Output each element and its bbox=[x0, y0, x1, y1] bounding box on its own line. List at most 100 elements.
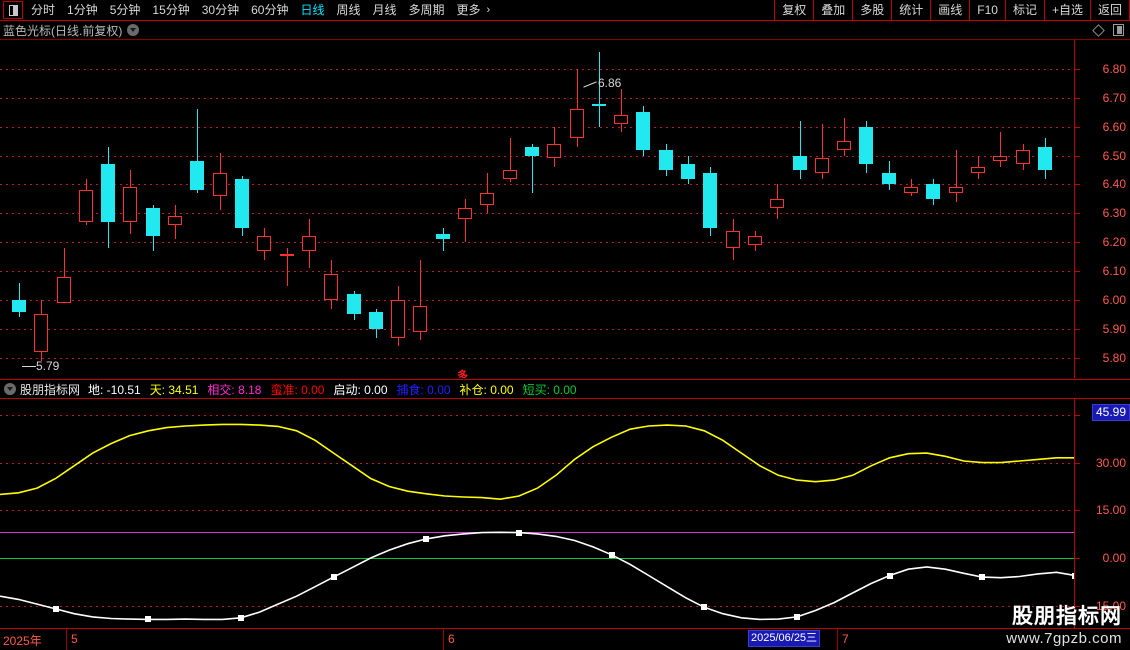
price-axis-label: 6.40 bbox=[1102, 177, 1126, 191]
toolbar-button-2[interactable]: 多股 bbox=[852, 0, 891, 20]
candle-body bbox=[235, 178, 249, 228]
candle-wick bbox=[443, 227, 444, 251]
signal-marker-duo: 多 bbox=[457, 370, 468, 378]
candle-body bbox=[123, 187, 137, 222]
toolbar-button-7[interactable]: +自选 bbox=[1043, 0, 1090, 20]
period-tab-6[interactable]: 日线 bbox=[300, 3, 325, 17]
window-icon[interactable] bbox=[3, 1, 23, 19]
diamond-icon[interactable] bbox=[1092, 23, 1105, 37]
period-tab-2[interactable]: 5分钟 bbox=[109, 3, 141, 17]
candle-body bbox=[190, 161, 204, 191]
indicator-series-line bbox=[0, 531, 1074, 621]
candle-body bbox=[659, 149, 673, 170]
price-axis-label: 6.00 bbox=[1102, 293, 1126, 307]
toolbar-chevron-right-icon[interactable]: › bbox=[486, 4, 491, 16]
toolbar-button-0[interactable]: 复权 bbox=[774, 0, 813, 20]
candle-body bbox=[1038, 146, 1052, 170]
candle-wick bbox=[599, 51, 600, 127]
time-axis[interactable]: 2025年 5 6 7 2025/06/25三 bbox=[0, 628, 1130, 650]
price-gridline bbox=[0, 184, 1074, 185]
candle-wick bbox=[956, 149, 957, 202]
candle-body bbox=[614, 115, 628, 124]
candle-body bbox=[458, 207, 472, 220]
indicator-field-0: 地: -10.51 bbox=[88, 382, 141, 397]
high-label-leader bbox=[583, 81, 597, 88]
toolbar-button-8[interactable]: 返回 bbox=[1089, 0, 1130, 20]
indicator-series-line bbox=[0, 423, 1074, 501]
price-axis-tick bbox=[1075, 271, 1080, 272]
period-tab-4[interactable]: 30分钟 bbox=[201, 3, 240, 17]
indicator-value-badge: 45.99 bbox=[1091, 404, 1130, 421]
period-tabs: 分时 1分钟 5分钟 15分钟 30分钟 60分钟 日线 周线 月线 多周期 更多 bbox=[25, 0, 487, 20]
candle-body bbox=[168, 216, 182, 225]
indicator-field-7: 短买: 0.00 bbox=[522, 382, 577, 397]
indicator-chart[interactable] bbox=[0, 399, 1075, 628]
candle-body bbox=[302, 236, 316, 251]
indicator-point-marker bbox=[1072, 573, 1074, 579]
toolbar-button-3[interactable]: 统计 bbox=[891, 0, 930, 20]
price-candlestick-chart[interactable]: 6.86 5.79 多 bbox=[0, 40, 1075, 378]
period-tab-3[interactable]: 15分钟 bbox=[152, 3, 190, 17]
price-axis-label: 6.60 bbox=[1102, 120, 1126, 134]
indicator-point-marker bbox=[331, 574, 337, 580]
candle-body bbox=[882, 172, 896, 185]
indicator-field-1: 天: 34.51 bbox=[149, 382, 199, 397]
chevron-down-icon[interactable] bbox=[4, 383, 16, 395]
indicator-axis-label: 30.00 bbox=[1095, 456, 1126, 470]
price-gridline bbox=[0, 69, 1074, 70]
time-axis-separator bbox=[66, 629, 67, 650]
candle-body bbox=[324, 274, 338, 300]
indicator-point-marker bbox=[887, 573, 893, 579]
candle-wick bbox=[978, 155, 979, 179]
candle-wick bbox=[287, 248, 288, 286]
indicator-axis-label: 0.00 bbox=[1102, 551, 1126, 565]
time-axis-cursor-label: 2025/06/25三 bbox=[748, 630, 821, 647]
price-gridline bbox=[0, 156, 1074, 157]
indicator-axis-label: 15.00 bbox=[1095, 503, 1126, 517]
candle-body bbox=[79, 190, 93, 222]
toolbar-button-5[interactable]: F10 bbox=[969, 0, 1005, 20]
candle-wick bbox=[577, 68, 578, 147]
toolbar-action-group: 复权 叠加 多股 统计 画线 F10 标记 +自选 返回 bbox=[774, 0, 1130, 20]
candle-body bbox=[101, 164, 115, 222]
candle-body bbox=[926, 184, 940, 199]
candle-wick bbox=[621, 89, 622, 133]
price-gridline bbox=[0, 329, 1074, 330]
indicator-values: 地: -10.51 天: 34.51 相交: 8.18 蛮准: 0.00 启动: 0.0… bbox=[88, 381, 586, 398]
period-tab-0[interactable]: 分时 bbox=[31, 3, 56, 17]
time-axis-label-0: 2025年 bbox=[3, 634, 42, 648]
candle-body bbox=[525, 146, 539, 156]
candle-body bbox=[748, 236, 762, 246]
period-tab-8[interactable]: 月线 bbox=[372, 3, 397, 17]
price-axis-label: 5.90 bbox=[1102, 322, 1126, 336]
price-axis-tick bbox=[1075, 242, 1080, 243]
price-axis-tick bbox=[1075, 69, 1080, 70]
price-axis-tick bbox=[1075, 329, 1080, 330]
toolbar-button-6[interactable]: 标记 bbox=[1004, 0, 1044, 20]
page-title: 蓝色光标(日线.前复权) bbox=[3, 23, 123, 38]
indicator-lines bbox=[0, 423, 1074, 621]
period-tab-5[interactable]: 60分钟 bbox=[251, 3, 289, 17]
price-axis-tick bbox=[1075, 213, 1080, 214]
toolbar-button-4[interactable]: 画线 bbox=[930, 0, 969, 20]
time-axis-label-2: 6 bbox=[448, 632, 455, 646]
period-tab-7[interactable]: 周线 bbox=[336, 3, 361, 17]
chevron-down-icon[interactable] bbox=[127, 24, 140, 36]
price-axis-label: 6.30 bbox=[1102, 206, 1126, 220]
period-tab-10[interactable]: 更多 bbox=[456, 3, 481, 17]
candle-body bbox=[12, 300, 26, 312]
toolbar-button-1[interactable]: 叠加 bbox=[813, 0, 852, 20]
window-icon[interactable] bbox=[1113, 24, 1124, 36]
indicator-point-marker bbox=[145, 616, 151, 622]
period-tab-9[interactable]: 多周期 bbox=[408, 3, 445, 17]
price-axis-tick bbox=[1075, 98, 1080, 99]
candle-body bbox=[213, 172, 227, 196]
price-axis-label: 6.50 bbox=[1102, 149, 1126, 163]
period-tab-1[interactable]: 1分钟 bbox=[67, 3, 98, 17]
low-label-leader bbox=[22, 366, 36, 367]
indicator-axis-tick bbox=[1075, 415, 1080, 416]
candle-wick bbox=[487, 172, 488, 214]
time-axis-label-1: 5 bbox=[71, 632, 78, 646]
indicator-axis-tick bbox=[1075, 558, 1080, 559]
indicator-axis-tick bbox=[1075, 606, 1080, 607]
